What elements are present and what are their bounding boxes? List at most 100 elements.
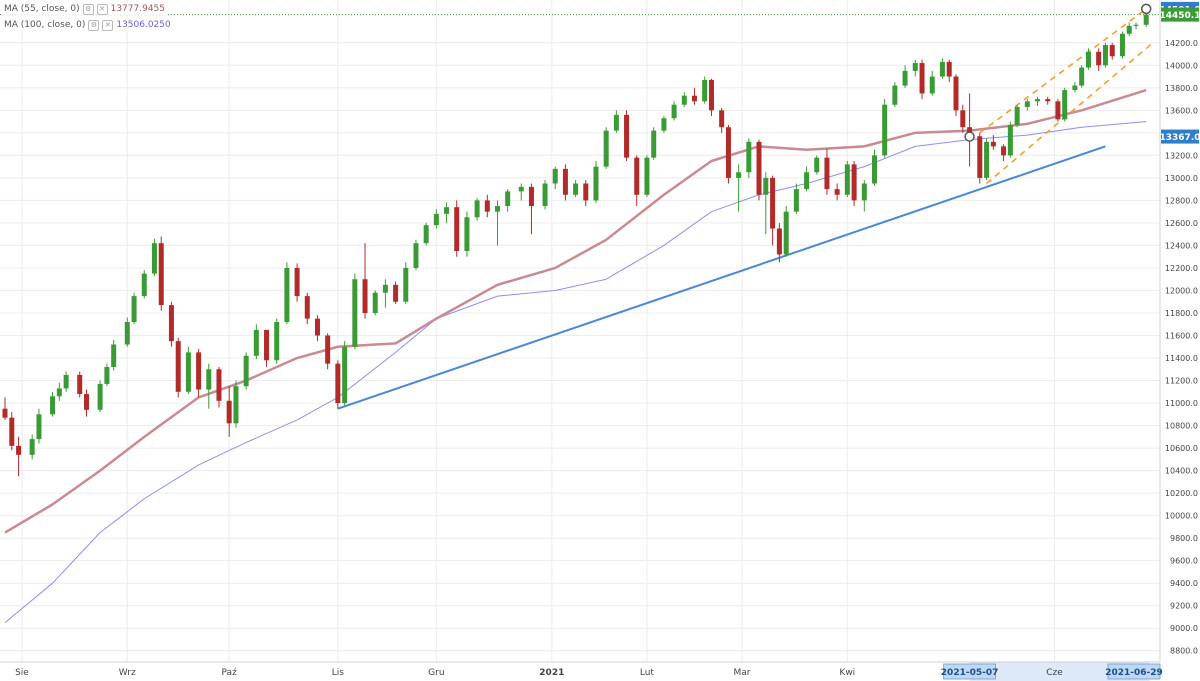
candle-body [861,183,867,201]
candle-body [196,352,202,390]
candle-body [284,267,290,322]
candle-body [206,369,212,390]
candle-body [1014,106,1020,125]
candle-body [84,394,90,410]
candle-body [882,104,888,156]
close-icon[interactable]: ✕ [96,3,108,15]
y-tick-label: 10200.0 [1165,489,1198,498]
candle-body [131,296,137,322]
ma55-line [4,88,1147,534]
x-tick-label: Lut [640,668,655,678]
candle-body [719,110,725,128]
candle-body [216,369,222,401]
candle-body [1055,101,1061,120]
candle-body [474,200,480,218]
date-badge-bg [1107,663,1161,680]
candle-body [304,296,310,319]
candle-body [1102,45,1108,66]
date-range-highlight [969,662,1150,681]
drawing-markers [964,3,1152,142]
candle-body [2,408,8,418]
y-tick-label: 14200.0 [1165,39,1198,48]
candle-body [1143,14,1149,25]
candle-body [793,189,799,212]
date-badge-label: 2021-05-07 [941,668,999,678]
candle-body [725,127,731,178]
candle-body [1007,124,1013,156]
candle-body [671,104,677,119]
y-tick-label: 12400.0 [1165,241,1198,250]
candle-body [939,61,945,77]
candle-body [342,346,348,404]
candle-body [36,414,42,440]
candle-body [168,305,174,342]
price-badge-label: 14450.1 [1160,11,1200,21]
y-tick-label: 9000.0 [1170,624,1198,633]
candle-body [124,321,130,345]
y-tick-label: 9400.0 [1170,579,1198,588]
candle-body [702,79,708,102]
settings-icon[interactable]: ⚙ [88,19,100,31]
candle-body [746,141,752,173]
legend-ma100-value: 13506.0250 [116,20,171,30]
candle-body [681,95,687,105]
y-tick-label: 9200.0 [1170,602,1198,611]
price-badge-label: 13367.0 [1160,133,1200,143]
candle-body [77,374,83,395]
close-icon[interactable]: ✕ [102,19,114,31]
candle-body [953,76,959,111]
candle-body [454,207,460,252]
drawing-anchor-marker [1140,3,1152,15]
candle-body [613,114,619,131]
x-tick-label: Wrz [119,668,136,678]
candle-body [97,383,103,410]
x-tick-label: Kwi [839,668,855,678]
candle-body [56,388,62,397]
y-tick-label: 10800.0 [1165,422,1198,431]
candle-body [63,374,69,389]
candle-body [264,329,270,361]
settings-icon[interactable]: ⚙ [82,3,94,15]
candle-body [111,344,117,368]
candle-body [505,191,511,207]
candle-body [661,118,667,131]
price-badge-bg [1161,129,1199,144]
candle-body [325,335,331,364]
candle-body [892,85,898,105]
candle-body [1001,146,1007,156]
candle-body [141,273,147,297]
candle-body [736,172,742,178]
candle-body [352,279,358,347]
legend-ma55[interactable]: MA (55, close, 0) ⚙ ✕ 13777.9455 [2,3,168,15]
candle-body [960,110,966,128]
candle-body [1024,101,1030,107]
date-badge-label: 2021-06-29 [1105,668,1163,678]
candle-body [528,186,534,207]
candle-body [464,217,470,252]
x-tick-label: 2021 [539,668,564,678]
candle-body [175,341,181,392]
x-tick-label: Gru [428,668,444,678]
y-tick-label: 10600.0 [1165,444,1198,453]
candle-body [651,130,657,158]
trend-drawings [0,8,1160,410]
candle-body [372,292,378,313]
candle-body [1035,99,1041,102]
candle-body [253,329,259,356]
candle-body [804,172,810,190]
candle-body [226,400,232,424]
channel-upper-line [979,8,1147,134]
candle-body [844,164,850,195]
candle-body [824,157,830,190]
candle-body [691,95,697,102]
candle-body [834,189,840,195]
y-tick-label: 10400.0 [1165,467,1198,476]
drawing-anchor-marker [964,131,975,142]
grid [0,0,1160,662]
legend-ma100[interactable]: MA (100, close, 0) ⚙ ✕ 13506.0250 [2,19,173,31]
legend-ma55-label: MA (55, close, 0) [4,4,80,14]
candle-body [708,79,714,111]
candle-body [552,168,558,184]
legend-ma100-label: MA (100, close, 0) [4,20,86,30]
